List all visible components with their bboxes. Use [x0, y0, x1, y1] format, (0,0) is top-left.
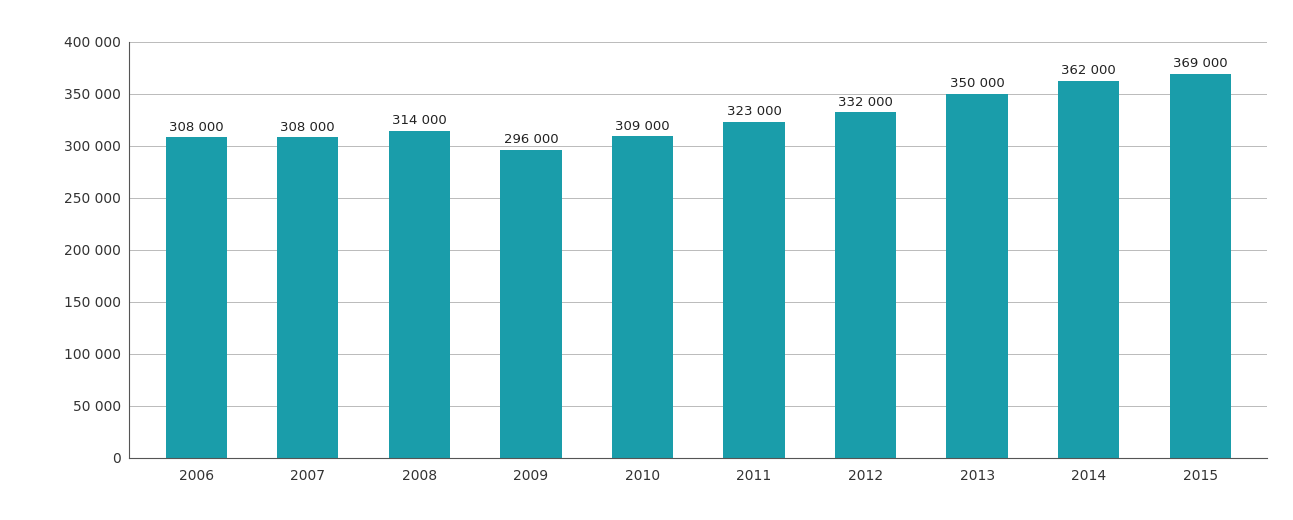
Text: 309 000: 309 000	[615, 120, 670, 133]
Bar	[723, 122, 785, 458]
Bar	[612, 136, 674, 458]
Text: 362 000: 362 000	[1062, 64, 1116, 77]
Bar	[277, 137, 339, 458]
Text: 308 000: 308 000	[169, 121, 224, 134]
Bar	[166, 137, 226, 458]
Text: 296 000: 296 000	[503, 133, 559, 146]
Text: 332 000: 332 000	[838, 96, 893, 109]
Bar	[500, 150, 561, 458]
Text: 308 000: 308 000	[281, 121, 335, 134]
Bar	[946, 94, 1007, 458]
Bar	[389, 131, 450, 458]
Bar	[835, 112, 896, 458]
Bar	[1058, 81, 1120, 458]
Text: 369 000: 369 000	[1173, 57, 1227, 70]
Text: 323 000: 323 000	[727, 105, 781, 118]
Text: 350 000: 350 000	[950, 77, 1005, 90]
Bar	[1170, 74, 1231, 458]
Text: 314 000: 314 000	[392, 114, 446, 127]
